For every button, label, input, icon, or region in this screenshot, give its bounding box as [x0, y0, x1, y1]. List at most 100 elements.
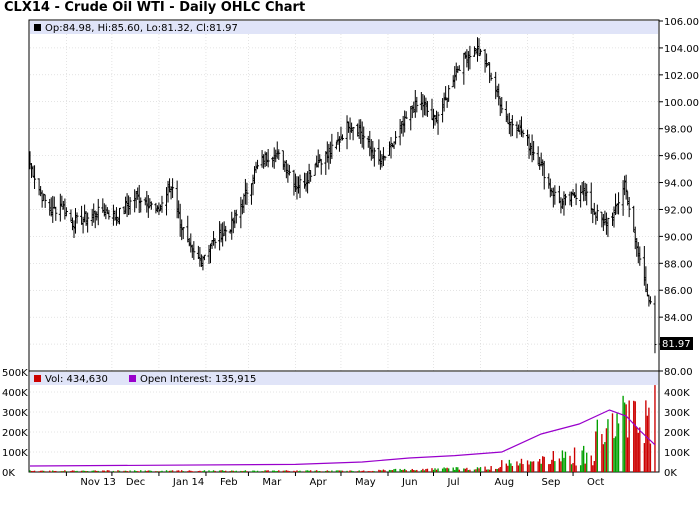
volume-bar [76, 470, 78, 472]
volume-bar [570, 464, 573, 472]
volume-bar [596, 419, 599, 472]
volume-bar [102, 470, 104, 472]
volume-bar [306, 470, 309, 472]
volume-bar [579, 465, 582, 472]
volume-bar [349, 470, 351, 472]
volume-y-tick-label-left: 500K [2, 368, 28, 379]
price-y-tick-label: 90.00 [664, 232, 693, 243]
volume-bar [381, 470, 383, 472]
volume-bar [593, 460, 595, 472]
volume-bar [511, 465, 514, 472]
volume-bar [532, 461, 535, 472]
volume-bar [416, 469, 418, 472]
volume-bar [161, 470, 163, 472]
volume-bar [604, 442, 606, 472]
volume-bar [654, 385, 656, 472]
volume-bar [112, 470, 115, 472]
volume-bar [118, 470, 121, 472]
last-price-label: 81.97 [662, 339, 691, 350]
price-y-tick-label: 92.00 [664, 205, 693, 216]
volume-bar [572, 463, 574, 472]
volume-bar [361, 470, 363, 472]
x-tick-label: May [355, 477, 376, 488]
volume-bar [488, 469, 491, 472]
volume-y-ticks: 0K 0K 100K 100K 200K 200K 300K 300K 400K 400K 500K [2, 368, 690, 479]
volume-bar [592, 465, 594, 472]
volume-bar [124, 470, 127, 472]
volume-bar [646, 415, 649, 472]
x-tick-label: Dec [126, 477, 145, 488]
volume-bar [234, 471, 236, 472]
volume-bar [212, 470, 215, 472]
volume-bar [378, 469, 380, 472]
x-tick-label: Mar [262, 477, 282, 488]
volume-bar [308, 470, 310, 472]
volume-bar [363, 470, 365, 472]
price-legend-band [30, 21, 658, 34]
volume-bar [176, 470, 178, 472]
volume-bar [499, 466, 501, 472]
price-legend-swatch [34, 24, 41, 31]
volume-bar [149, 470, 151, 472]
volume-bar [505, 463, 507, 472]
volume-bar [420, 470, 423, 472]
volume-bar [83, 470, 86, 472]
volume-bar [42, 470, 45, 472]
volume-bar [538, 459, 541, 472]
volume-bar [144, 470, 146, 472]
x-tick-label: Apr [309, 477, 327, 488]
volume-bar [309, 470, 312, 472]
volume-bar [605, 428, 608, 472]
volume-bar [414, 470, 416, 472]
price-y-tick-label: 80.00 [664, 367, 693, 378]
volume-bar [405, 470, 407, 472]
price-y-tick-label: 100.00 [664, 98, 699, 109]
volume-bar [140, 470, 142, 472]
volume-bar [211, 471, 213, 472]
volume-bar [458, 469, 460, 472]
volume-bar [188, 470, 190, 472]
volume-bar [431, 468, 433, 472]
volume-bar [636, 427, 638, 472]
volume-bar [607, 419, 609, 472]
volume-bar [214, 470, 216, 472]
volume-bar [508, 459, 511, 472]
volume-bar [190, 470, 192, 472]
volume-bar [33, 470, 36, 472]
volume-bar [358, 470, 360, 472]
volume-bar [147, 470, 150, 472]
volume-bar [360, 471, 362, 472]
volume-bar [582, 445, 585, 472]
volume-bar [70, 471, 72, 472]
volume-bar [394, 468, 397, 472]
volume-bar [39, 470, 42, 472]
volume-bar [602, 444, 605, 472]
volume-bar [341, 470, 344, 472]
volume-bar [170, 470, 172, 472]
price-y-tick-label: 84.00 [664, 313, 693, 324]
volume-bar [498, 468, 500, 472]
volume-bar [123, 470, 125, 472]
volume-bar [127, 471, 130, 472]
volume-bar [479, 467, 482, 472]
volume-bar [250, 471, 253, 472]
volume-bar [403, 468, 406, 472]
volume-bar [367, 471, 369, 472]
volume-bar [244, 470, 247, 472]
volume-bar [522, 464, 524, 472]
volume-bar [501, 460, 503, 472]
x-tick-label: Aug [495, 477, 515, 488]
volume-bar [537, 461, 539, 472]
volume-bar [623, 402, 626, 472]
volume-bar [203, 470, 206, 472]
volume-bar [326, 470, 328, 472]
volume-bar [218, 470, 221, 472]
volume-bar [335, 470, 338, 472]
volume-bar [432, 469, 435, 472]
volume-bar [158, 471, 160, 472]
volume-bar [285, 470, 288, 472]
volume-bar [105, 471, 107, 472]
volume-bar [329, 471, 332, 472]
volume-bar [288, 471, 291, 472]
